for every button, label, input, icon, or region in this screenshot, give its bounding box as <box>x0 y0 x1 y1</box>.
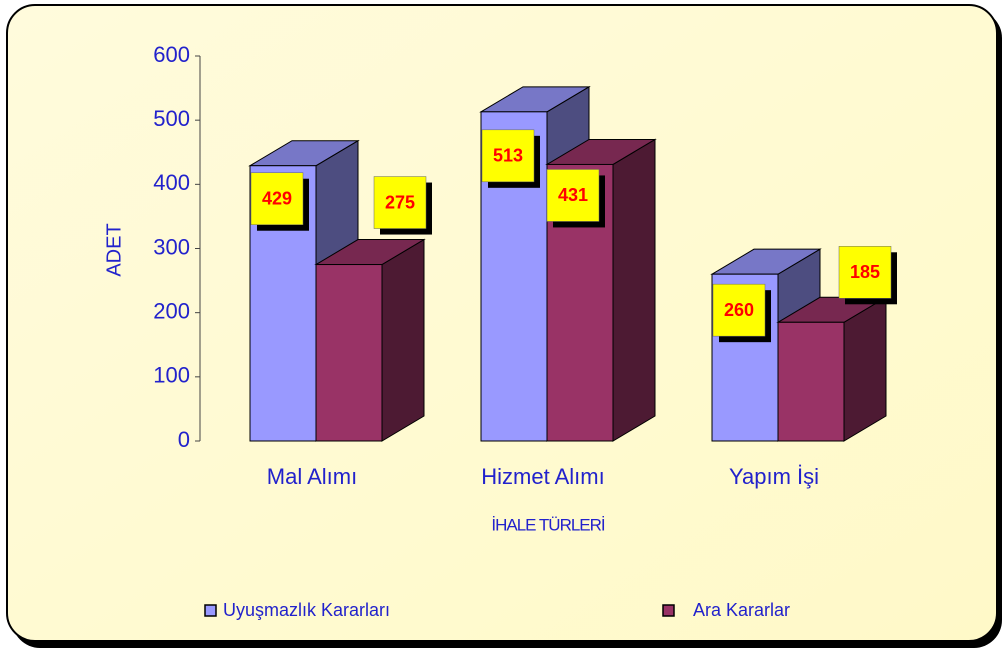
y-tick-label: 200 <box>153 298 190 323</box>
y-tick-label: 0 <box>178 427 190 452</box>
data-label: 429 <box>262 188 292 208</box>
x-tick-label: Hizmet Alımı <box>481 464 604 489</box>
data-label-box <box>546 169 600 222</box>
bar <box>777 321 845 442</box>
y-tick-label: 400 <box>153 170 190 195</box>
y-tick-label: 300 <box>153 234 190 259</box>
data-label: 185 <box>850 262 880 282</box>
legend-label: Ara Kararlar <box>693 600 790 620</box>
legend-swatch <box>204 604 217 617</box>
bar-side <box>612 138 656 442</box>
y-tick-label: 600 <box>153 42 190 67</box>
data-label-box <box>481 129 535 183</box>
legend-swatch <box>662 604 675 617</box>
x-tick-label: Yapım İşi <box>729 464 819 489</box>
bar-side <box>381 238 425 442</box>
data-label-box <box>838 246 892 299</box>
data-label: 275 <box>385 192 415 212</box>
data-label: 513 <box>493 146 523 166</box>
data-label: 260 <box>724 300 754 320</box>
bar <box>315 264 383 442</box>
data-label: 431 <box>558 185 588 205</box>
y-axis-title: ADET <box>103 223 125 276</box>
y-tick-label: 100 <box>153 363 190 388</box>
x-tick-label: Mal Alımı <box>267 464 357 489</box>
data-label-box <box>250 172 304 225</box>
data-label-box <box>373 176 427 229</box>
legend-label: Uyuşmazlık Kararları <box>223 600 390 620</box>
y-tick-label: 500 <box>153 106 190 131</box>
x-axis-title: İHALE TÜRLERİ <box>491 515 605 534</box>
data-label-box <box>712 283 766 337</box>
